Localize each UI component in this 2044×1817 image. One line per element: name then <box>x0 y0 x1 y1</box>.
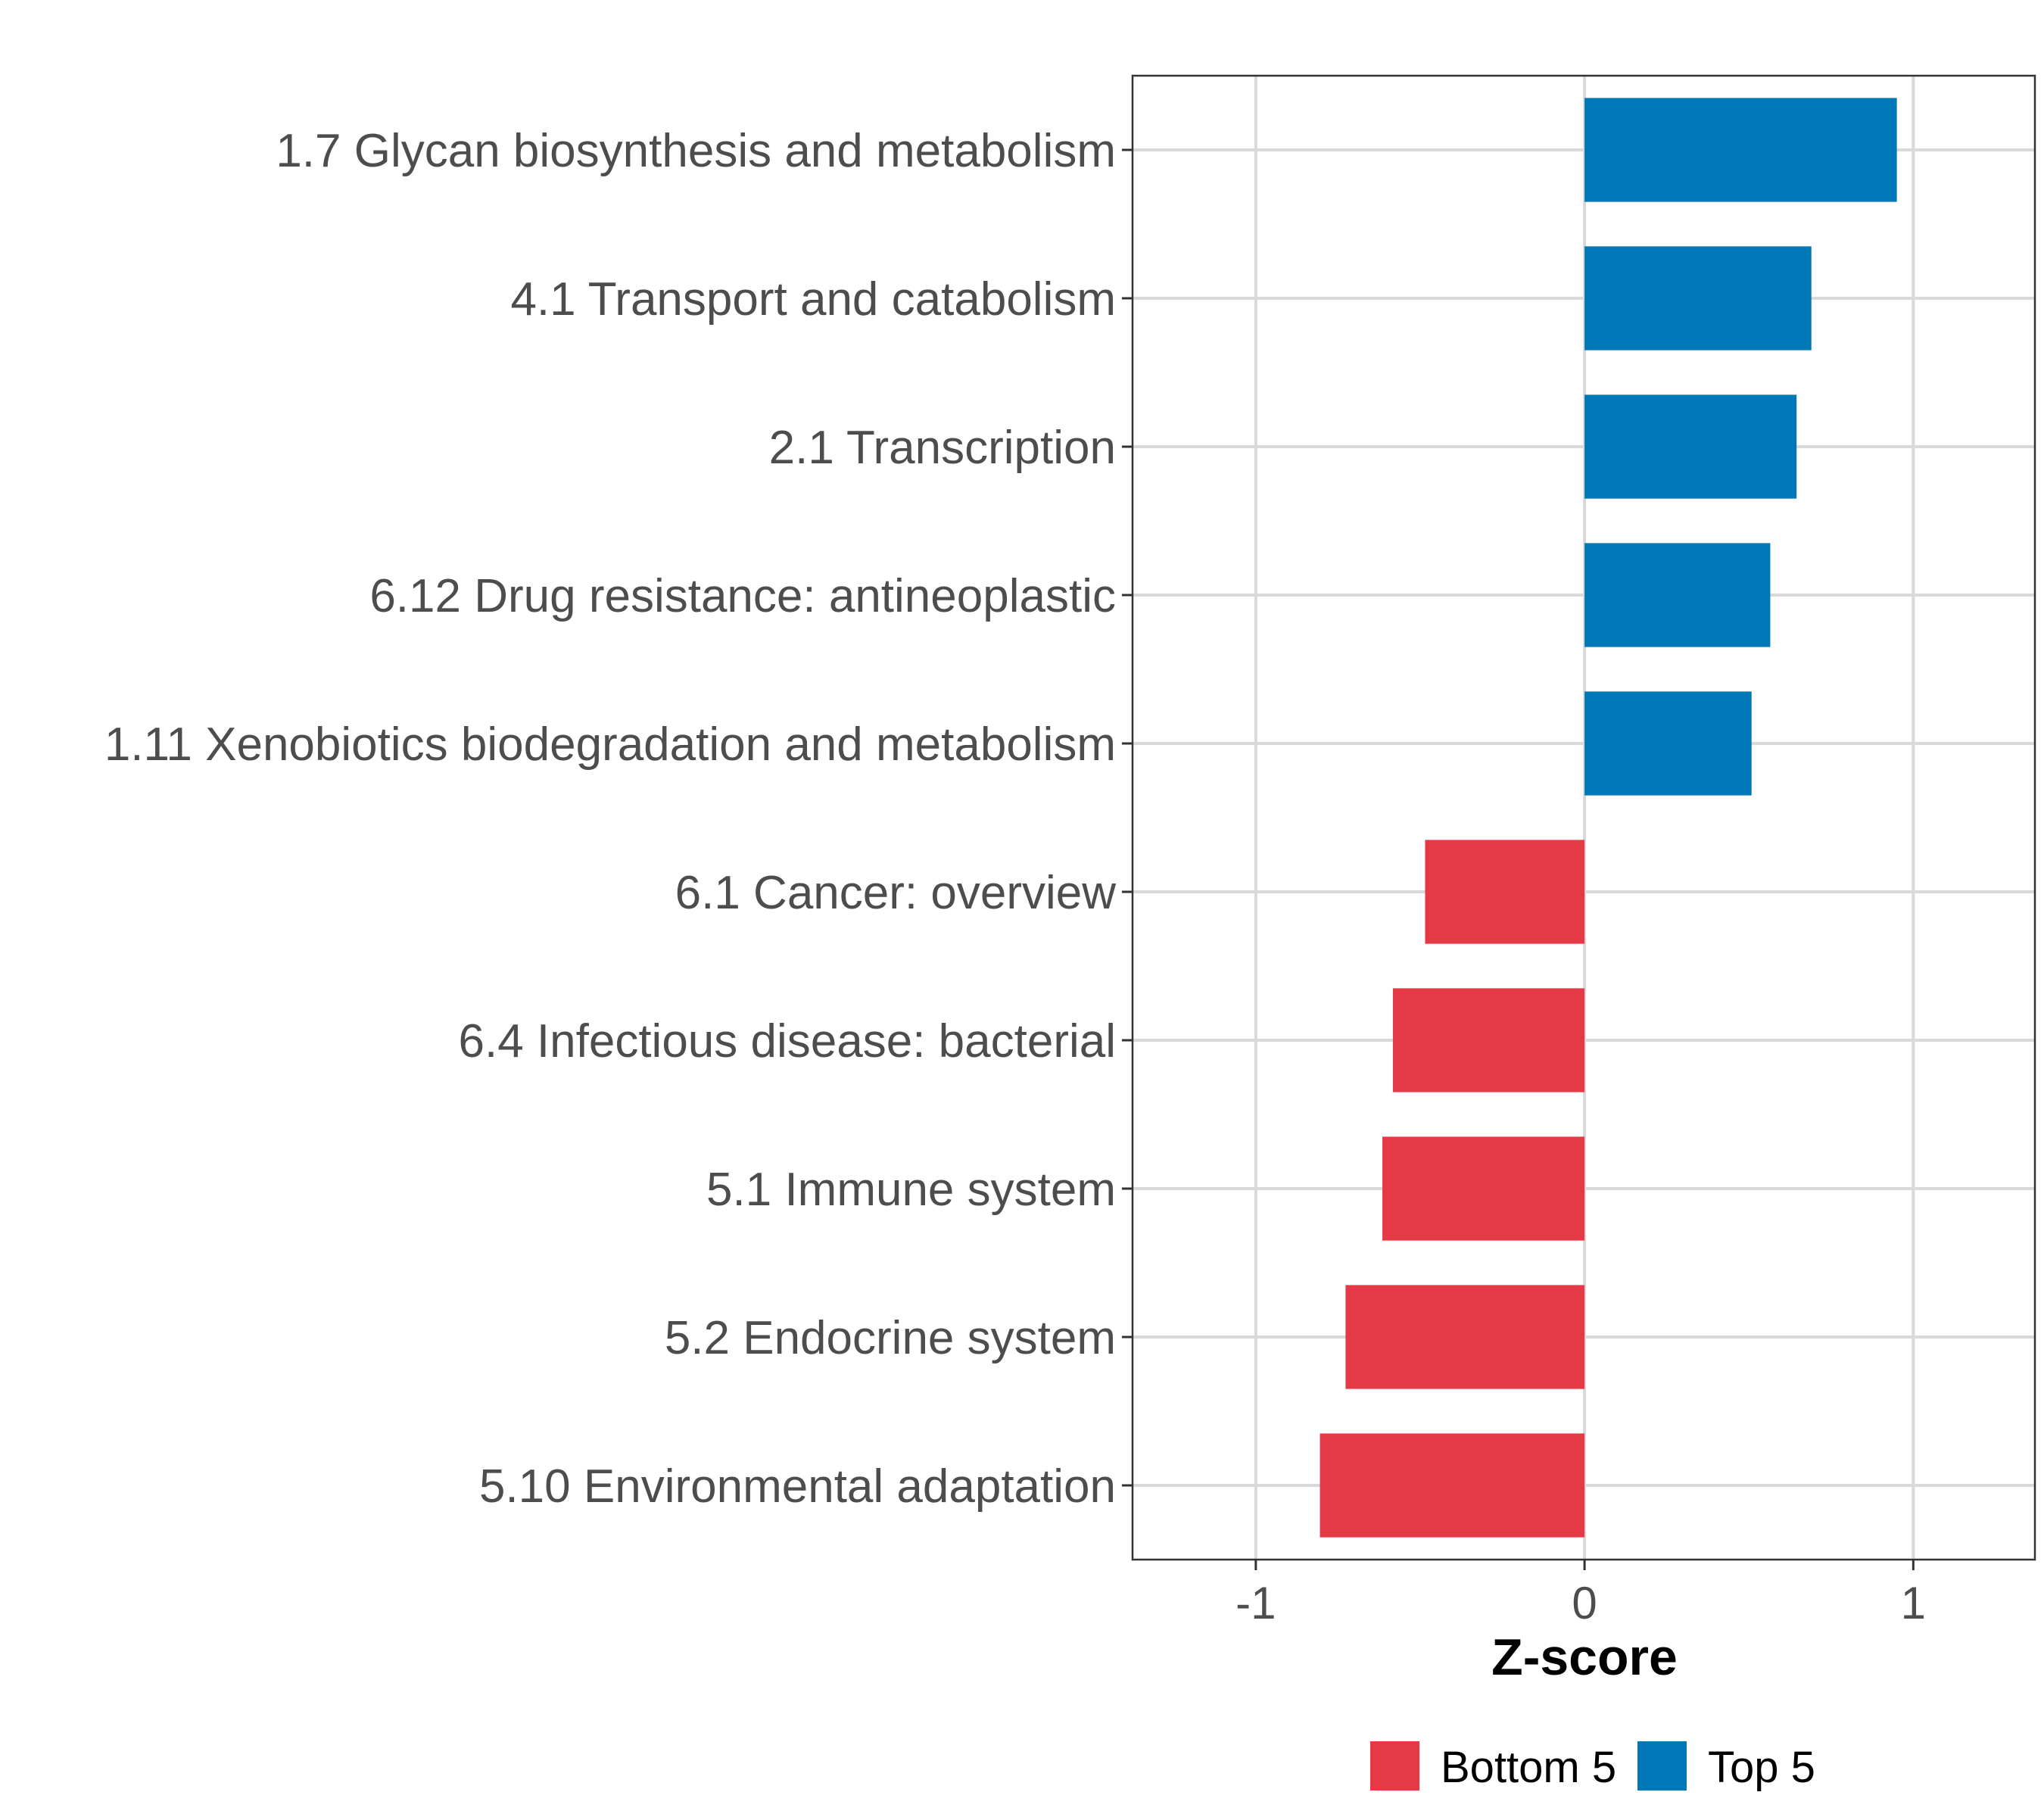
bar-bottom <box>1345 1285 1585 1389</box>
bar-bottom <box>1392 988 1585 1092</box>
category-label: 2.1 Transcription <box>769 422 1116 474</box>
x-tick-label: -1 <box>1235 1578 1276 1628</box>
x-tick-label: 1 <box>1901 1578 1926 1628</box>
bar-top <box>1584 543 1771 647</box>
bars <box>1320 98 1897 1538</box>
legend-label: Bottom 5 <box>1441 1743 1616 1792</box>
bar-bottom <box>1320 1433 1585 1538</box>
category-label: 5.1 Immune system <box>706 1164 1116 1216</box>
legend: Bottom 5 Top 5 <box>1370 1741 1815 1792</box>
category-label: 5.2 Endocrine system <box>665 1312 1116 1364</box>
category-label: 1.7 Glycan biosynthesis and metabolism <box>276 125 1116 177</box>
bar-top <box>1584 691 1752 796</box>
bar-top <box>1584 98 1897 202</box>
x-tick-label: 0 <box>1572 1578 1597 1628</box>
bar-bottom <box>1382 1136 1585 1241</box>
bar-bottom <box>1425 840 1585 944</box>
bar-top <box>1584 394 1797 499</box>
category-label: 6.12 Drug resistance: antineoplastic <box>369 570 1116 622</box>
category-labels: 1.7 Glycan biosynthesis and metabolism 4.… <box>104 125 1133 1513</box>
legend-swatch <box>1370 1741 1419 1791</box>
x-axis-ticks: -1 0 1 <box>1235 1560 1926 1628</box>
category-label: 6.4 Infectious disease: bacterial <box>458 1015 1116 1067</box>
bar-top <box>1584 246 1812 351</box>
category-label: 5.10 Environmental adaptation <box>479 1460 1116 1513</box>
x-axis-title: Z-score <box>1491 1628 1678 1686</box>
category-label: 1.11 Xenobiotics biodegradation and meta… <box>104 718 1116 771</box>
legend-label: Top 5 <box>1708 1743 1815 1792</box>
legend-swatch <box>1637 1741 1687 1791</box>
category-label: 6.1 Cancer: overview <box>675 867 1117 919</box>
category-label: 4.1 Transport and catabolism <box>510 273 1116 326</box>
